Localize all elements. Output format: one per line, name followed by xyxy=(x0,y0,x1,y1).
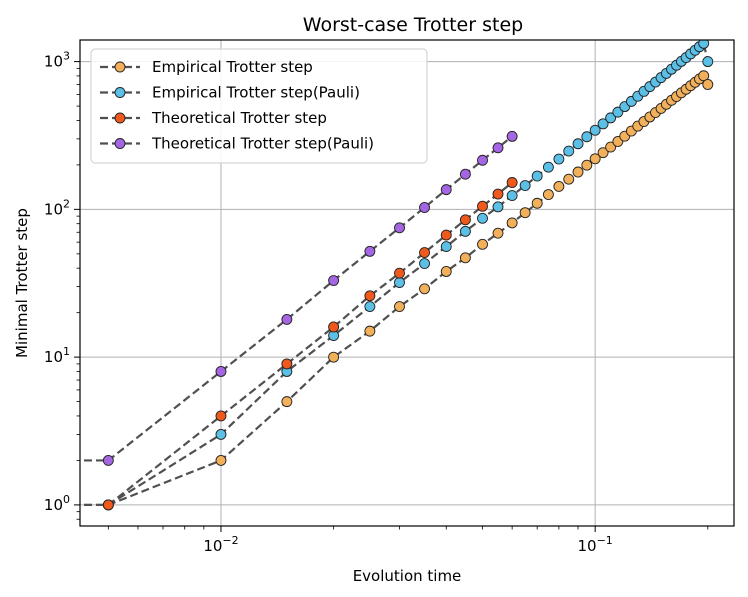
data-point xyxy=(531,197,543,209)
legend-marker xyxy=(114,61,126,73)
data-point xyxy=(419,283,431,295)
data-point xyxy=(281,358,293,370)
x-tick-label: 10−2 xyxy=(203,534,238,555)
legend-marker xyxy=(114,112,126,124)
data-point xyxy=(589,153,601,165)
data-point xyxy=(394,277,405,288)
data-point xyxy=(440,266,452,277)
data-point xyxy=(581,159,593,171)
data-point xyxy=(419,258,431,269)
y-tick-label: 103 xyxy=(44,50,70,71)
data-point xyxy=(440,241,452,253)
data-point xyxy=(519,207,531,219)
data-point xyxy=(364,325,376,337)
data-point xyxy=(531,170,543,182)
data-point xyxy=(492,142,504,154)
x-tick-label: 10−1 xyxy=(577,534,612,555)
data-point xyxy=(459,214,471,226)
legend-box xyxy=(90,48,428,164)
data-point xyxy=(492,188,504,200)
data-point xyxy=(364,245,376,257)
data-point xyxy=(563,173,575,185)
y-tick-label: 100 xyxy=(44,493,70,514)
data-point xyxy=(597,118,609,130)
chart-title: Worst-case Trotter step xyxy=(303,14,523,36)
y-tick-label: 101 xyxy=(44,345,70,366)
data-point xyxy=(459,252,471,264)
legend-label: Empirical Trotter step xyxy=(152,58,313,76)
data-point xyxy=(589,124,601,136)
y-axis-label: Minimal Trotter step xyxy=(13,208,31,358)
data-point xyxy=(698,70,710,82)
data-point xyxy=(605,141,617,153)
data-point xyxy=(215,410,227,422)
data-point xyxy=(281,313,293,325)
data-point xyxy=(553,180,565,192)
legend-label: Empirical Trotter step(Pauli) xyxy=(152,84,360,102)
series-layer xyxy=(80,40,714,511)
data-point xyxy=(702,56,714,68)
data-point xyxy=(394,267,405,279)
data-point xyxy=(506,177,518,188)
data-point xyxy=(328,275,340,286)
data-point xyxy=(281,396,293,408)
data-point xyxy=(563,145,575,157)
data-point xyxy=(102,454,114,466)
data-point xyxy=(477,238,488,250)
legend-label: Theoretical Trotter step xyxy=(151,109,327,127)
data-point xyxy=(419,247,431,259)
legend-label: Theoretical Trotter step(Pauli) xyxy=(151,135,374,153)
data-point xyxy=(328,351,340,363)
data-point xyxy=(364,290,376,302)
data-point xyxy=(506,217,518,229)
data-point xyxy=(477,212,488,224)
data-point xyxy=(394,301,405,312)
data-point xyxy=(440,229,452,241)
series-3 xyxy=(80,177,518,511)
data-point xyxy=(542,161,554,173)
data-point xyxy=(506,190,518,202)
data-point xyxy=(215,454,227,466)
data-point xyxy=(328,321,340,333)
data-point xyxy=(542,189,554,200)
plot-frame xyxy=(79,39,735,527)
data-point xyxy=(702,79,714,90)
series-2 xyxy=(80,40,714,511)
data-point xyxy=(519,180,531,191)
data-point xyxy=(215,366,227,377)
data-point xyxy=(394,222,405,234)
data-point xyxy=(459,168,471,180)
y-tick-label: 102 xyxy=(44,197,70,218)
legend: Empirical Trotter step Empirical Trotter … xyxy=(90,48,428,164)
legend-marker xyxy=(114,87,126,98)
data-point xyxy=(419,202,431,213)
data-point xyxy=(605,112,617,124)
data-point xyxy=(597,147,609,159)
data-point xyxy=(581,131,593,143)
data-point xyxy=(459,225,471,237)
legend-marker xyxy=(114,138,126,149)
data-point xyxy=(477,200,488,212)
data-point xyxy=(492,201,504,213)
data-point xyxy=(102,499,114,511)
data-point xyxy=(506,130,518,142)
data-point xyxy=(492,227,504,239)
data-point xyxy=(215,428,227,440)
axis-ticks: 10−2 10−1 100 101 102 103 xyxy=(44,50,709,555)
data-point xyxy=(572,138,584,150)
series-4 xyxy=(80,130,518,466)
data-point xyxy=(698,40,710,49)
data-point xyxy=(364,301,376,312)
data-point xyxy=(572,166,584,178)
data-point xyxy=(477,154,488,166)
data-point xyxy=(440,184,452,196)
x-axis-label: Evolution time xyxy=(353,567,462,585)
data-point xyxy=(553,153,565,165)
